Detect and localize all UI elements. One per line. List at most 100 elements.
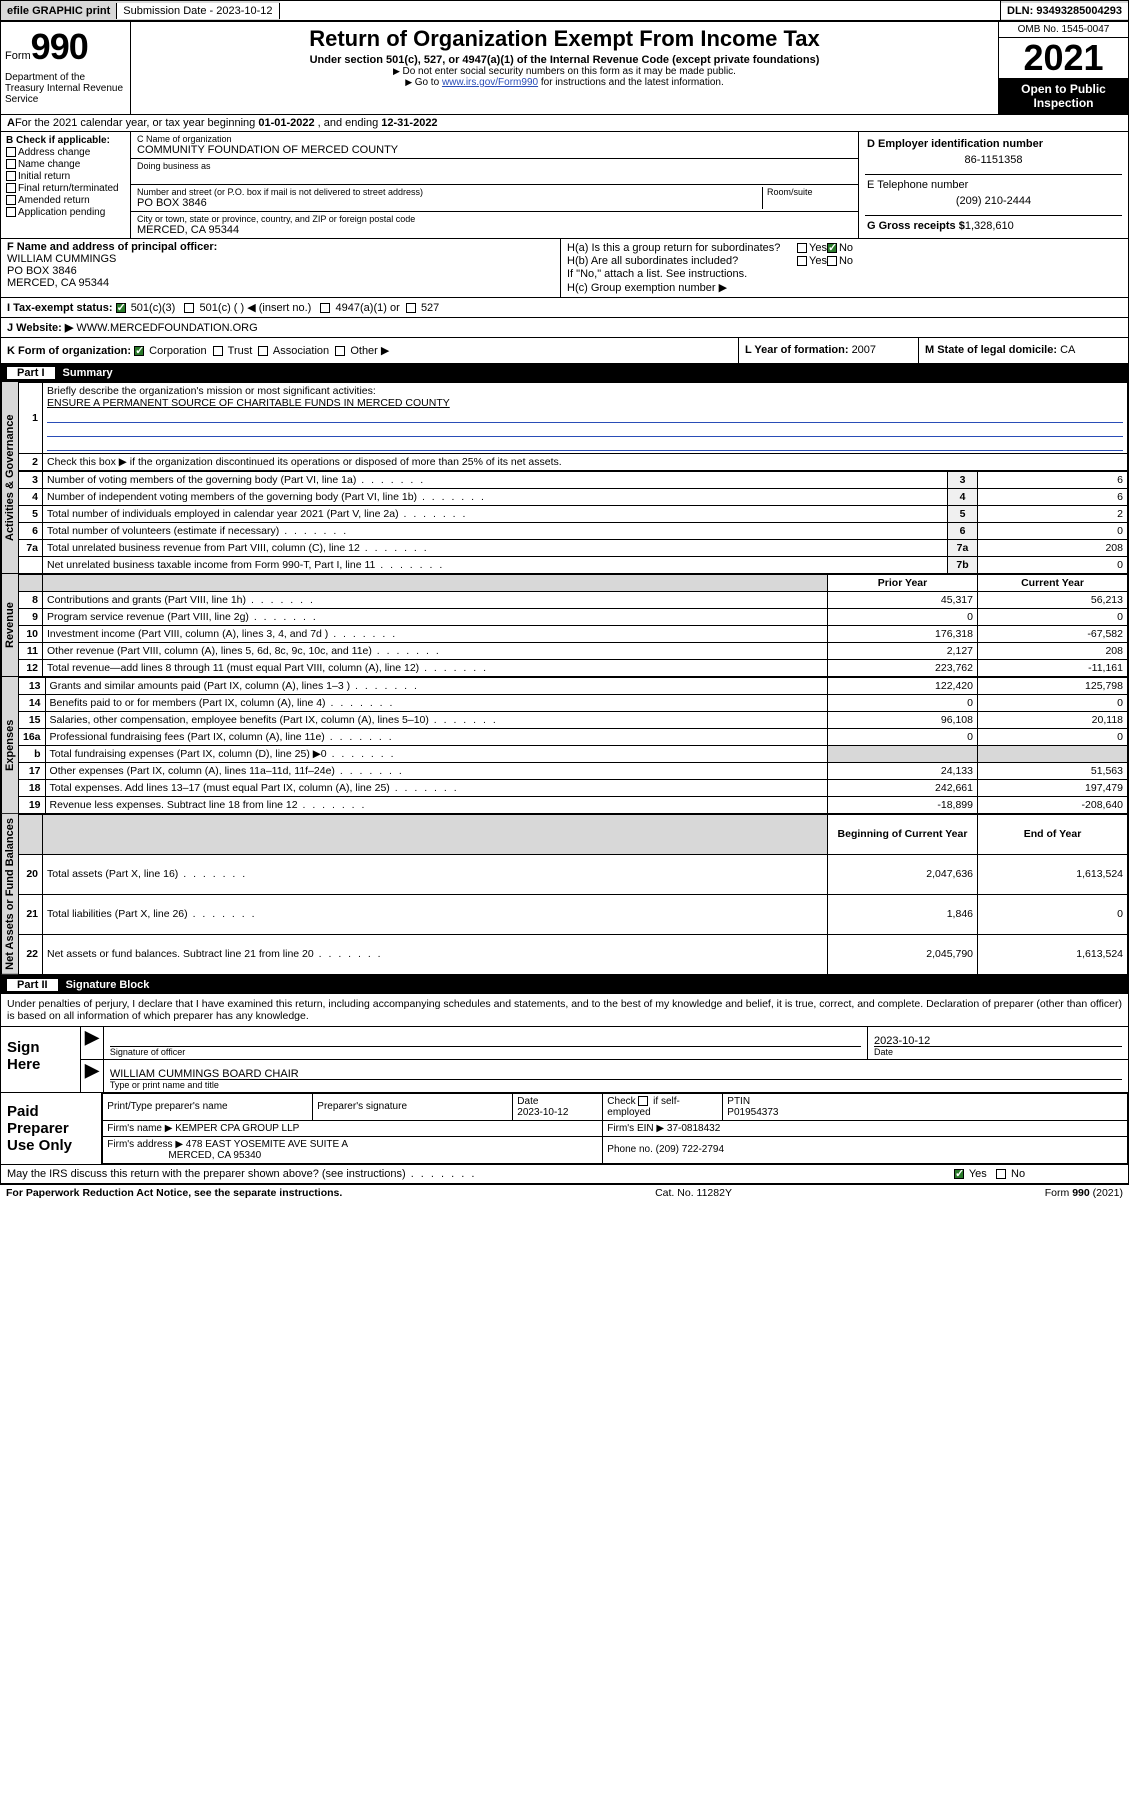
i-label: I Tax-exempt status: (7, 302, 113, 314)
table-row: 19Revenue less expenses. Subtract line 1… (19, 797, 1128, 814)
block-j: J Website: ▶ WWW.MERCEDFOUNDATION.ORG (1, 318, 1128, 338)
chk-final-return[interactable] (6, 183, 16, 193)
mission-text: ENSURE A PERMANENT SOURCE OF CHARITABLE … (47, 397, 450, 409)
c-name-label: C Name of organization (137, 134, 852, 144)
prep-name-label: Print/Type preparer's name (103, 1093, 313, 1120)
block-b-c-d: B Check if applicable: Address change Na… (1, 132, 1128, 239)
chk-amended[interactable] (6, 195, 16, 205)
room-label: Room/suite (767, 187, 852, 197)
chk-app-pending[interactable] (6, 207, 16, 217)
table-row: 22Net assets or fund balances. Subtract … (19, 934, 1128, 974)
section-b: B Check if applicable: Address change Na… (1, 132, 131, 238)
ptin-label: PTIN (727, 1096, 750, 1107)
part2-num: Part II (7, 979, 58, 991)
prep-title: Paid Preparer Use Only (1, 1093, 102, 1164)
prep-sig-label: Preparer's signature (313, 1093, 513, 1120)
footer-form: Form 990 (2021) (1045, 1187, 1123, 1199)
gov-row: 3Number of voting members of the governi… (19, 472, 1128, 489)
dept-label: Department of the Treasury Internal Reve… (5, 68, 126, 105)
table-row: 17Other expenses (Part IX, column (A), l… (19, 763, 1128, 780)
dba-label: Doing business as (137, 161, 852, 171)
chk-corp[interactable] (134, 346, 144, 356)
form-header: Form 990 Department of the Treasury Inte… (1, 22, 1128, 115)
prep-date-label: Date (517, 1096, 538, 1107)
paid-preparer-block: Paid Preparer Use Only Print/Type prepar… (1, 1093, 1128, 1165)
chk-501c3[interactable] (116, 303, 126, 313)
firm-phone: (209) 722-2794 (656, 1144, 724, 1155)
gov-row: Net unrelated business taxable income fr… (19, 557, 1128, 574)
side-expenses: Expenses (1, 677, 18, 814)
hb-no[interactable] (827, 256, 837, 266)
ha-yes[interactable] (797, 243, 807, 253)
website-value: WWW.MERCEDFOUNDATION.ORG (76, 322, 257, 334)
form-word: Form (5, 50, 31, 62)
sig-officer-label: Signature of officer (110, 1047, 861, 1057)
table-row: 18Total expenses. Add lines 13–17 (must … (19, 780, 1128, 797)
sig-date-label: Date (874, 1047, 1122, 1057)
chk-other[interactable] (335, 346, 345, 356)
form-990: Form 990 Department of the Treasury Inte… (0, 21, 1129, 1185)
ha-no[interactable] (827, 243, 837, 253)
gov-row: 6Total number of volunteers (estimate if… (19, 523, 1128, 540)
table-row: 11Other revenue (Part VIII, column (A), … (19, 643, 1128, 660)
side-revenue: Revenue (1, 574, 18, 677)
chk-trust[interactable] (213, 346, 223, 356)
footer-pra: For Paperwork Reduction Act Notice, see … (6, 1187, 342, 1199)
table-row: 13Grants and similar amounts paid (Part … (19, 678, 1128, 695)
m-label: M State of legal domicile: (925, 344, 1060, 356)
part2-title: Signature Block (66, 979, 150, 991)
section-expenses: Expenses 13Grants and similar amounts pa… (1, 677, 1128, 814)
addr-label: Number and street (or P.O. box if mail i… (137, 187, 762, 197)
l2-text: Check this box ▶ if the organization dis… (43, 454, 1128, 471)
chk-name-change[interactable] (6, 159, 16, 169)
sig-date: 2023-10-12 (874, 1029, 1122, 1047)
line-a: AFor the 2021 calendar year, or tax year… (1, 115, 1128, 132)
discuss-row: May the IRS discuss this return with the… (1, 1165, 1128, 1184)
ein-value: 86-1151358 (867, 150, 1120, 170)
form-note-link: Go to www.irs.gov/Form990 for instructio… (139, 77, 990, 88)
discuss-question: May the IRS discuss this return with the… (7, 1168, 406, 1180)
e-label: E Telephone number (867, 179, 1120, 191)
gov-row: 5Total number of individuals employed in… (19, 506, 1128, 523)
table-row: 8Contributions and grants (Part VIII, li… (19, 592, 1128, 609)
irs-link[interactable]: www.irs.gov/Form990 (442, 77, 538, 88)
chk-assoc[interactable] (258, 346, 268, 356)
efile-label[interactable]: efile GRAPHIC print (1, 3, 117, 19)
officer-addr1: PO BOX 3846 (7, 265, 77, 277)
firm-addr2: MERCED, CA 95340 (168, 1150, 261, 1161)
g-label: G Gross receipts $ (867, 220, 965, 232)
omb-number: OMB No. 1545-0047 (999, 22, 1128, 38)
section-netassets: Net Assets or Fund Balances Beginning of… (1, 814, 1128, 977)
chk-501c[interactable] (184, 303, 194, 313)
chk-527[interactable] (406, 303, 416, 313)
org-address: PO BOX 3846 (137, 197, 762, 209)
hb-yes[interactable] (797, 256, 807, 266)
firm-ein: 37-0818432 (667, 1123, 720, 1134)
hb-label: H(b) Are all subordinates included? (567, 255, 797, 267)
section-h: H(a) Is this a group return for subordin… (561, 239, 1128, 297)
chk-4947[interactable] (320, 303, 330, 313)
form-title: Return of Organization Exempt From Incom… (139, 24, 990, 54)
ha-label: H(a) Is this a group return for subordin… (567, 242, 797, 254)
org-city: MERCED, CA 95344 (137, 224, 852, 236)
officer-name: WILLIAM CUMMINGS (7, 253, 116, 265)
discuss-yes[interactable] (954, 1169, 964, 1179)
phone-value: (209) 210-2444 (867, 191, 1120, 211)
chk-initial-return[interactable] (6, 171, 16, 181)
prep-date: 2023-10-12 (517, 1107, 568, 1118)
sig-name: WILLIAM CUMMINGS BOARD CHAIR (110, 1062, 1122, 1080)
side-netassets: Net Assets or Fund Balances (1, 814, 18, 975)
gov-row: 7aTotal unrelated business revenue from … (19, 540, 1128, 557)
firm-ein-label: Firm's EIN ▶ (607, 1123, 664, 1134)
block-i: I Tax-exempt status: 501(c)(3) 501(c) ( … (1, 298, 1128, 318)
firm-name-label: Firm's name ▶ (107, 1123, 172, 1134)
page-footer: For Paperwork Reduction Act Notice, see … (0, 1185, 1129, 1201)
open-inspection: Open to Public Inspection (999, 78, 1128, 114)
form-number: 990 (31, 26, 88, 68)
form-subtitle: Under section 501(c), 527, or 4947(a)(1)… (139, 54, 990, 66)
chk-selfemp[interactable] (638, 1096, 648, 1106)
sig-intro: Under penalties of perjury, I declare th… (1, 994, 1128, 1027)
chk-address-change[interactable] (6, 147, 16, 157)
discuss-no[interactable] (996, 1169, 1006, 1179)
footer-cat: Cat. No. 11282Y (655, 1187, 732, 1199)
